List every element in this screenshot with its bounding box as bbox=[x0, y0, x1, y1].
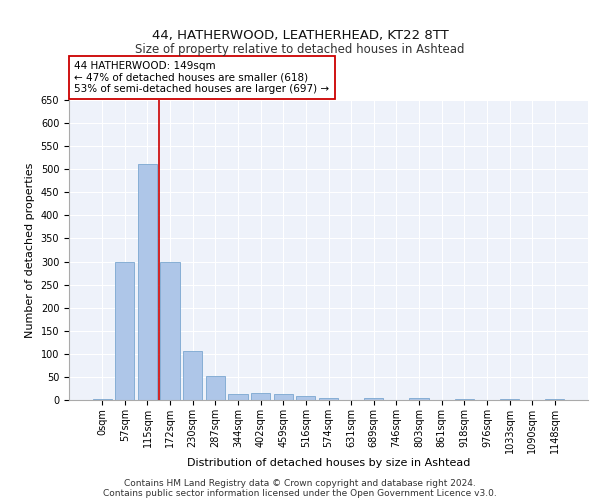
Y-axis label: Number of detached properties: Number of detached properties bbox=[25, 162, 35, 338]
Bar bbox=[545, 398, 565, 400]
Bar bbox=[319, 398, 338, 400]
Bar bbox=[160, 262, 180, 400]
Bar bbox=[364, 398, 383, 400]
Bar bbox=[409, 398, 428, 400]
Text: Size of property relative to detached houses in Ashtead: Size of property relative to detached ho… bbox=[135, 44, 465, 57]
Bar bbox=[455, 398, 474, 400]
Bar bbox=[229, 394, 248, 400]
Bar bbox=[115, 262, 134, 400]
X-axis label: Distribution of detached houses by size in Ashtead: Distribution of detached houses by size … bbox=[187, 458, 470, 468]
Text: 44, HATHERWOOD, LEATHERHEAD, KT22 8TT: 44, HATHERWOOD, LEATHERHEAD, KT22 8TT bbox=[152, 30, 448, 43]
Bar bbox=[206, 376, 225, 400]
Text: 44 HATHERWOOD: 149sqm
← 47% of detached houses are smaller (618)
53% of semi-det: 44 HATHERWOOD: 149sqm ← 47% of detached … bbox=[74, 61, 329, 94]
Bar bbox=[274, 394, 293, 400]
Bar bbox=[251, 392, 270, 400]
Text: Contains HM Land Registry data © Crown copyright and database right 2024.: Contains HM Land Registry data © Crown c… bbox=[124, 478, 476, 488]
Bar bbox=[296, 396, 316, 400]
Bar bbox=[500, 398, 519, 400]
Bar bbox=[183, 350, 202, 400]
Text: Contains public sector information licensed under the Open Government Licence v3: Contains public sector information licen… bbox=[103, 488, 497, 498]
Bar bbox=[138, 164, 157, 400]
Bar bbox=[92, 398, 112, 400]
